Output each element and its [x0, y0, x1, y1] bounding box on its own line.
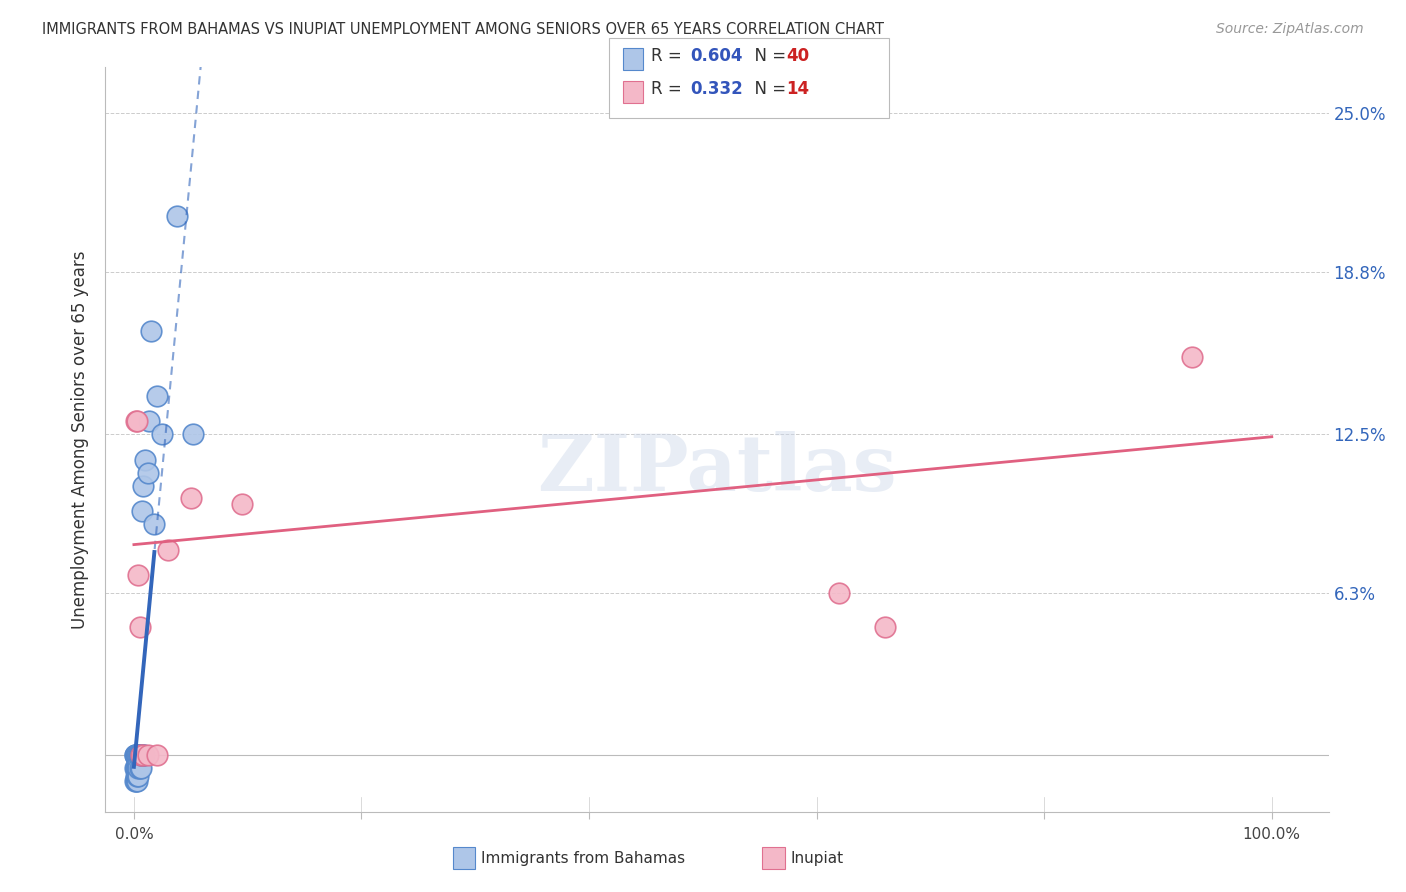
Point [127, 761, 149, 775]
Point [124, 748, 146, 763]
Point [125, 748, 148, 763]
Point [181, 427, 204, 442]
Text: N =: N = [744, 80, 792, 98]
Point [145, 389, 167, 403]
Text: 14: 14 [786, 80, 808, 98]
Text: Inupiat: Inupiat [790, 851, 844, 865]
Point [127, 761, 149, 775]
Point [127, 756, 149, 770]
Point [129, 748, 152, 763]
Point [127, 748, 149, 763]
Text: Source: ZipAtlas.com: Source: ZipAtlas.com [1216, 22, 1364, 37]
Point [132, 748, 155, 763]
Point [136, 466, 159, 480]
Point [127, 414, 149, 428]
Text: IMMIGRANTS FROM BAHAMAS VS INUPIAT UNEMPLOYMENT AMONG SENIORS OVER 65 YEARS CORR: IMMIGRANTS FROM BAHAMAS VS INUPIAT UNEMP… [42, 22, 884, 37]
Point [127, 748, 149, 763]
Point [124, 761, 146, 775]
Point [134, 748, 156, 763]
Point [129, 761, 152, 775]
Point [138, 414, 160, 428]
Point [128, 761, 150, 775]
Point [127, 568, 149, 582]
Point [132, 748, 155, 763]
Text: R =: R = [651, 47, 688, 65]
Point [128, 620, 150, 634]
Text: ZIPatlas: ZIPatlas [537, 431, 897, 508]
Point [166, 209, 188, 223]
Point [132, 478, 155, 492]
Text: Immigrants from Bahamas: Immigrants from Bahamas [481, 851, 685, 865]
Point [125, 769, 148, 783]
Text: 0.604: 0.604 [690, 47, 742, 65]
Point [828, 586, 851, 600]
Point [145, 748, 167, 763]
Point [129, 748, 152, 763]
Point [128, 748, 150, 763]
Point [231, 496, 253, 510]
Point [134, 453, 156, 467]
Text: 40: 40 [786, 47, 808, 65]
Point [124, 761, 146, 775]
Point [136, 748, 159, 763]
Point [1181, 350, 1204, 364]
Point [125, 756, 148, 770]
Text: R =: R = [651, 80, 688, 98]
Point [131, 504, 153, 518]
Point [131, 748, 153, 763]
Point [180, 491, 202, 506]
Point [143, 517, 166, 532]
Point [125, 414, 148, 428]
Point [127, 769, 149, 783]
Point [124, 773, 146, 788]
Point [127, 748, 149, 763]
Point [873, 620, 896, 634]
Point [124, 748, 146, 763]
Point [125, 748, 148, 763]
Point [128, 748, 150, 763]
Point [127, 773, 149, 788]
Point [127, 769, 149, 783]
Y-axis label: Unemployment Among Seniors over 65 years: Unemployment Among Seniors over 65 years [72, 250, 90, 629]
Point [125, 773, 148, 788]
Point [127, 748, 149, 763]
Text: N =: N = [744, 47, 792, 65]
Point [139, 325, 162, 339]
Point [157, 542, 180, 557]
Text: 0.332: 0.332 [690, 80, 744, 98]
Point [150, 427, 173, 442]
Point [128, 748, 150, 763]
